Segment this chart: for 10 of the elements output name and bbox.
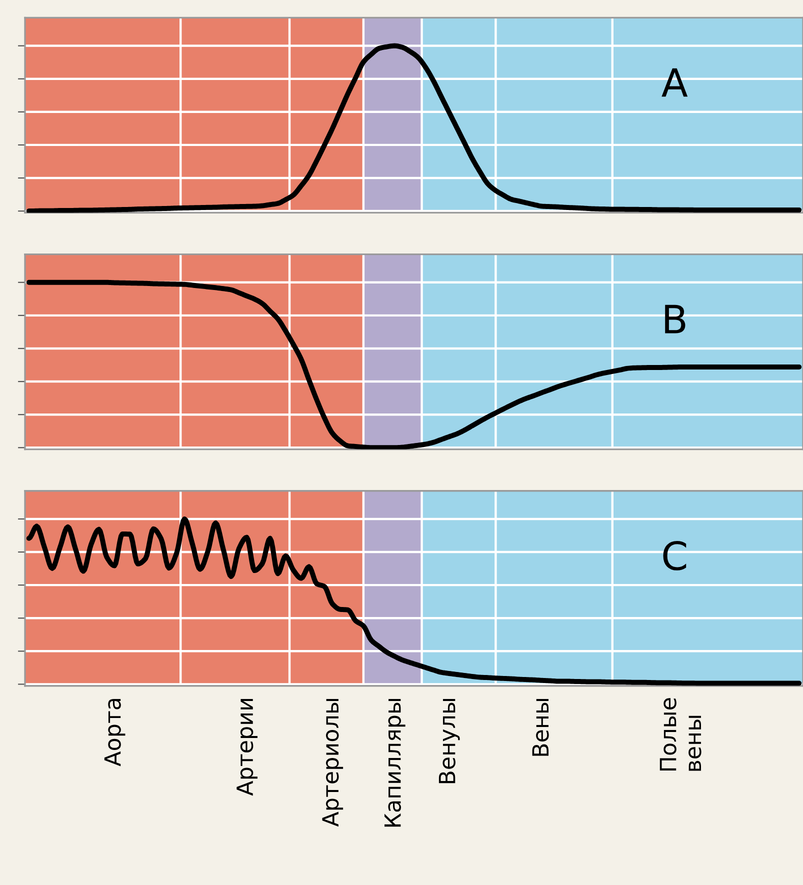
x-tick-label: Артериолы xyxy=(322,698,344,827)
x-tick-label: Капилляры xyxy=(384,698,406,827)
x-tick-label: Венулы xyxy=(438,698,460,784)
annotation: B xyxy=(665,304,686,334)
x-tick-label: Артерии xyxy=(236,699,258,796)
x-tick-label: Аорта xyxy=(104,699,126,766)
annotation: A xyxy=(662,68,688,97)
x-tick-label: Полые вены xyxy=(660,698,702,771)
x-tick-label: Вены xyxy=(532,698,549,756)
annotation: C xyxy=(663,540,686,570)
